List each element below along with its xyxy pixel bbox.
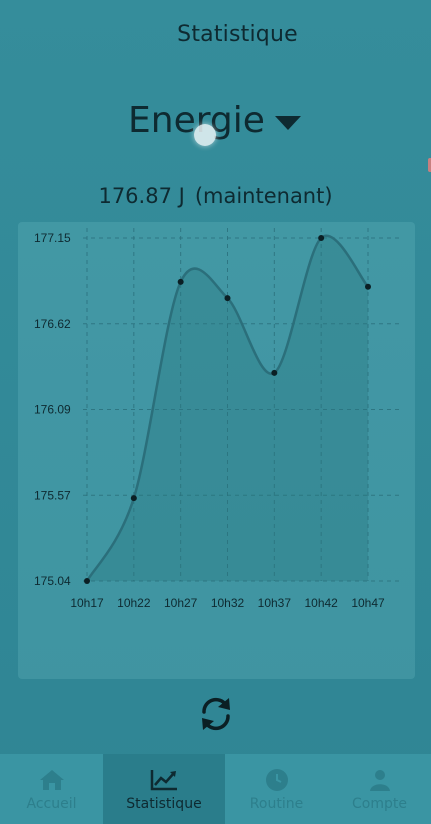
- clock-icon: [265, 769, 288, 791]
- x-tick-label: 10h22: [117, 596, 151, 610]
- nav-item-accueil[interactable]: Accueil: [0, 754, 103, 824]
- page-title: Statistique: [177, 22, 298, 47]
- touch-indicator: [194, 124, 216, 146]
- x-tick-label: 10h17: [70, 596, 104, 610]
- nav-item-label: Compte: [352, 796, 407, 812]
- refresh-icon: [202, 697, 230, 731]
- data-point: [318, 235, 325, 241]
- home-icon: [39, 770, 64, 790]
- nav-item-label: Routine: [249, 796, 304, 812]
- nav-item-statistique[interactable]: Statistique: [103, 754, 225, 824]
- x-tick-label: 10h37: [258, 596, 292, 610]
- energy-line-chart: 177.15 176.62 176.09 175.57 175.04 10h17 10h22…: [34, 228, 400, 610]
- data-point: [177, 278, 184, 285]
- y-tick-label: 175.57: [34, 488, 71, 502]
- user-icon: [369, 770, 390, 791]
- y-tick-label: 177.15: [34, 231, 71, 245]
- edge-handle: [428, 158, 431, 172]
- current-value-line: 176.87 J (maintenant): [0, 184, 431, 208]
- refresh-button[interactable]: [196, 694, 236, 734]
- x-tick-label: 10h47: [351, 596, 385, 610]
- x-tick-label: 10h32: [211, 596, 245, 610]
- chart-line-icon: [150, 770, 177, 791]
- caret-down-icon: [274, 115, 301, 130]
- x-tick-label: 10h27: [164, 596, 198, 610]
- bottom-navigation: Accueil Statistique Routine Compte: [0, 754, 431, 824]
- y-tick-label: 176.62: [34, 317, 71, 331]
- data-point: [84, 578, 90, 584]
- chart-card: 177.15 176.62 176.09 175.57 175.04 10h17 10h22…: [18, 222, 415, 679]
- y-tick-label: 176.09: [34, 403, 71, 417]
- nav-item-label: Accueil: [26, 796, 77, 812]
- current-value-suffix: (maintenant): [194, 184, 333, 208]
- data-point: [130, 495, 137, 502]
- series-area: [87, 235, 368, 581]
- x-tick-label: 10h42: [304, 596, 338, 610]
- nav-item-routine[interactable]: Routine: [225, 754, 328, 824]
- data-point: [271, 369, 278, 376]
- y-tick-label: 175.04: [34, 574, 71, 588]
- nav-item-label: Statistique: [126, 796, 202, 812]
- current-value: 176.87 J: [98, 184, 185, 208]
- nav-item-compte[interactable]: Compte: [328, 754, 431, 824]
- data-point: [365, 283, 371, 290]
- data-point: [224, 295, 231, 302]
